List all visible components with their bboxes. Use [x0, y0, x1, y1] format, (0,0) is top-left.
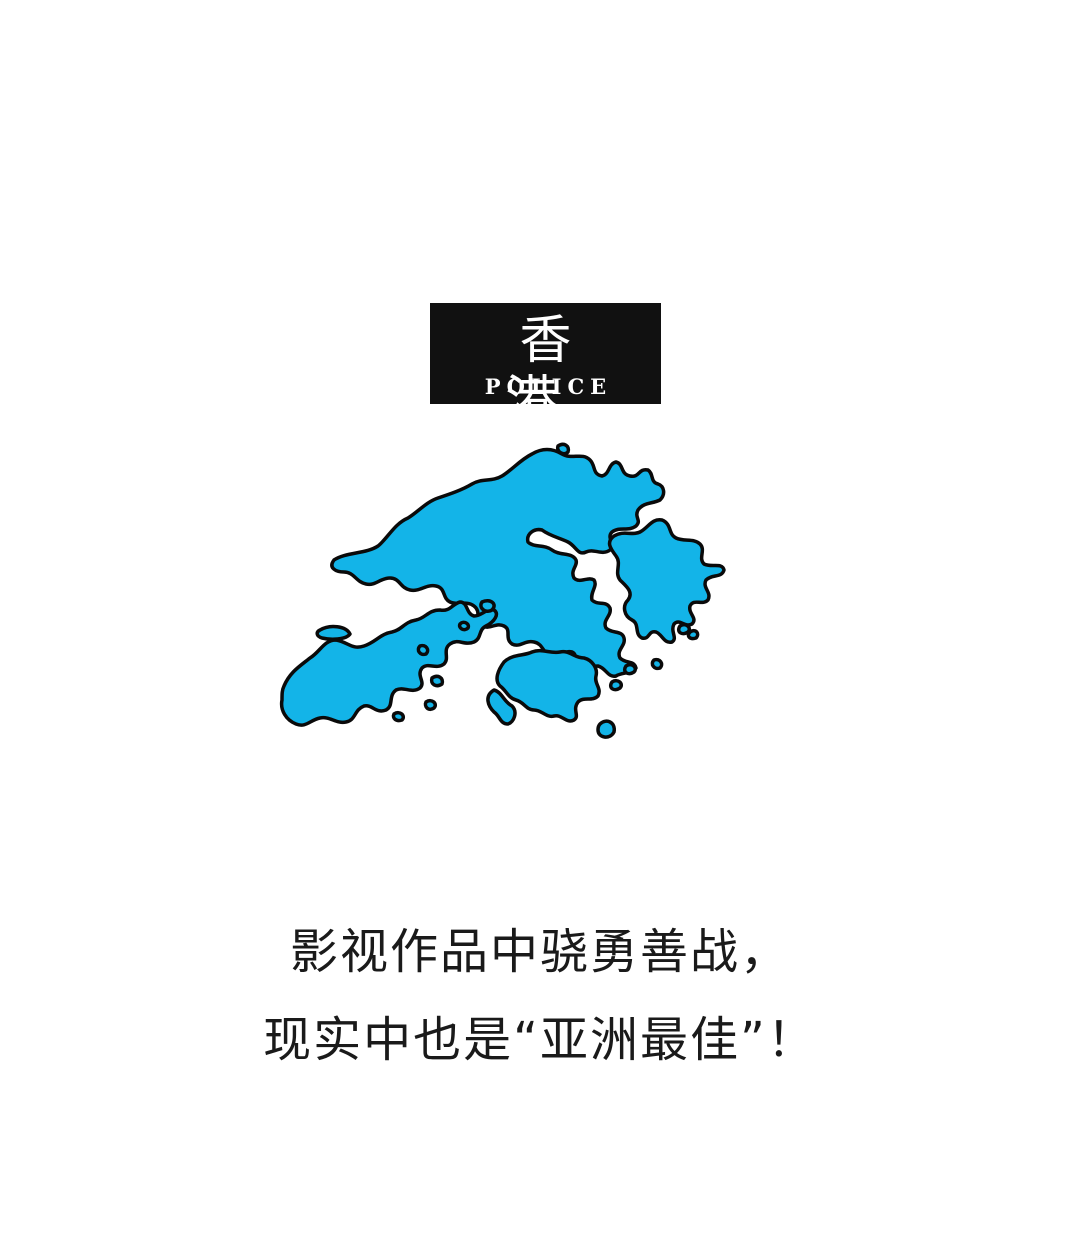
hong-kong-map-icon [279, 442, 726, 739]
badge-title-zh: 香 港 [505, 311, 600, 431]
caption-line-1: 影视作品中骁勇善战， [289, 924, 790, 980]
map-lantau [279, 600, 499, 727]
caption-line-2: 现实中也是“亚洲最佳”！ [263, 1012, 817, 1068]
map-lamma [486, 688, 517, 726]
map-hk-island [495, 648, 601, 723]
badge-title-en: POLICE [484, 374, 613, 399]
hk-police-badge: 香 港 POLICE [430, 303, 661, 431]
map-sai-kung [607, 518, 726, 644]
